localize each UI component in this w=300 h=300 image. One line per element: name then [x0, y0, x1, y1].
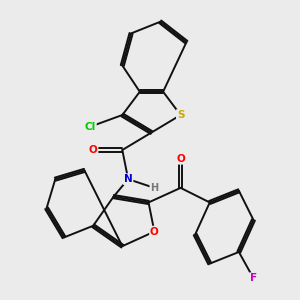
Text: N: N: [124, 174, 133, 184]
Text: Cl: Cl: [85, 122, 96, 132]
Text: O: O: [89, 145, 98, 155]
Text: H: H: [150, 183, 158, 193]
Text: O: O: [150, 226, 159, 237]
Text: F: F: [250, 273, 257, 283]
Text: O: O: [176, 154, 185, 164]
Text: S: S: [177, 110, 184, 120]
